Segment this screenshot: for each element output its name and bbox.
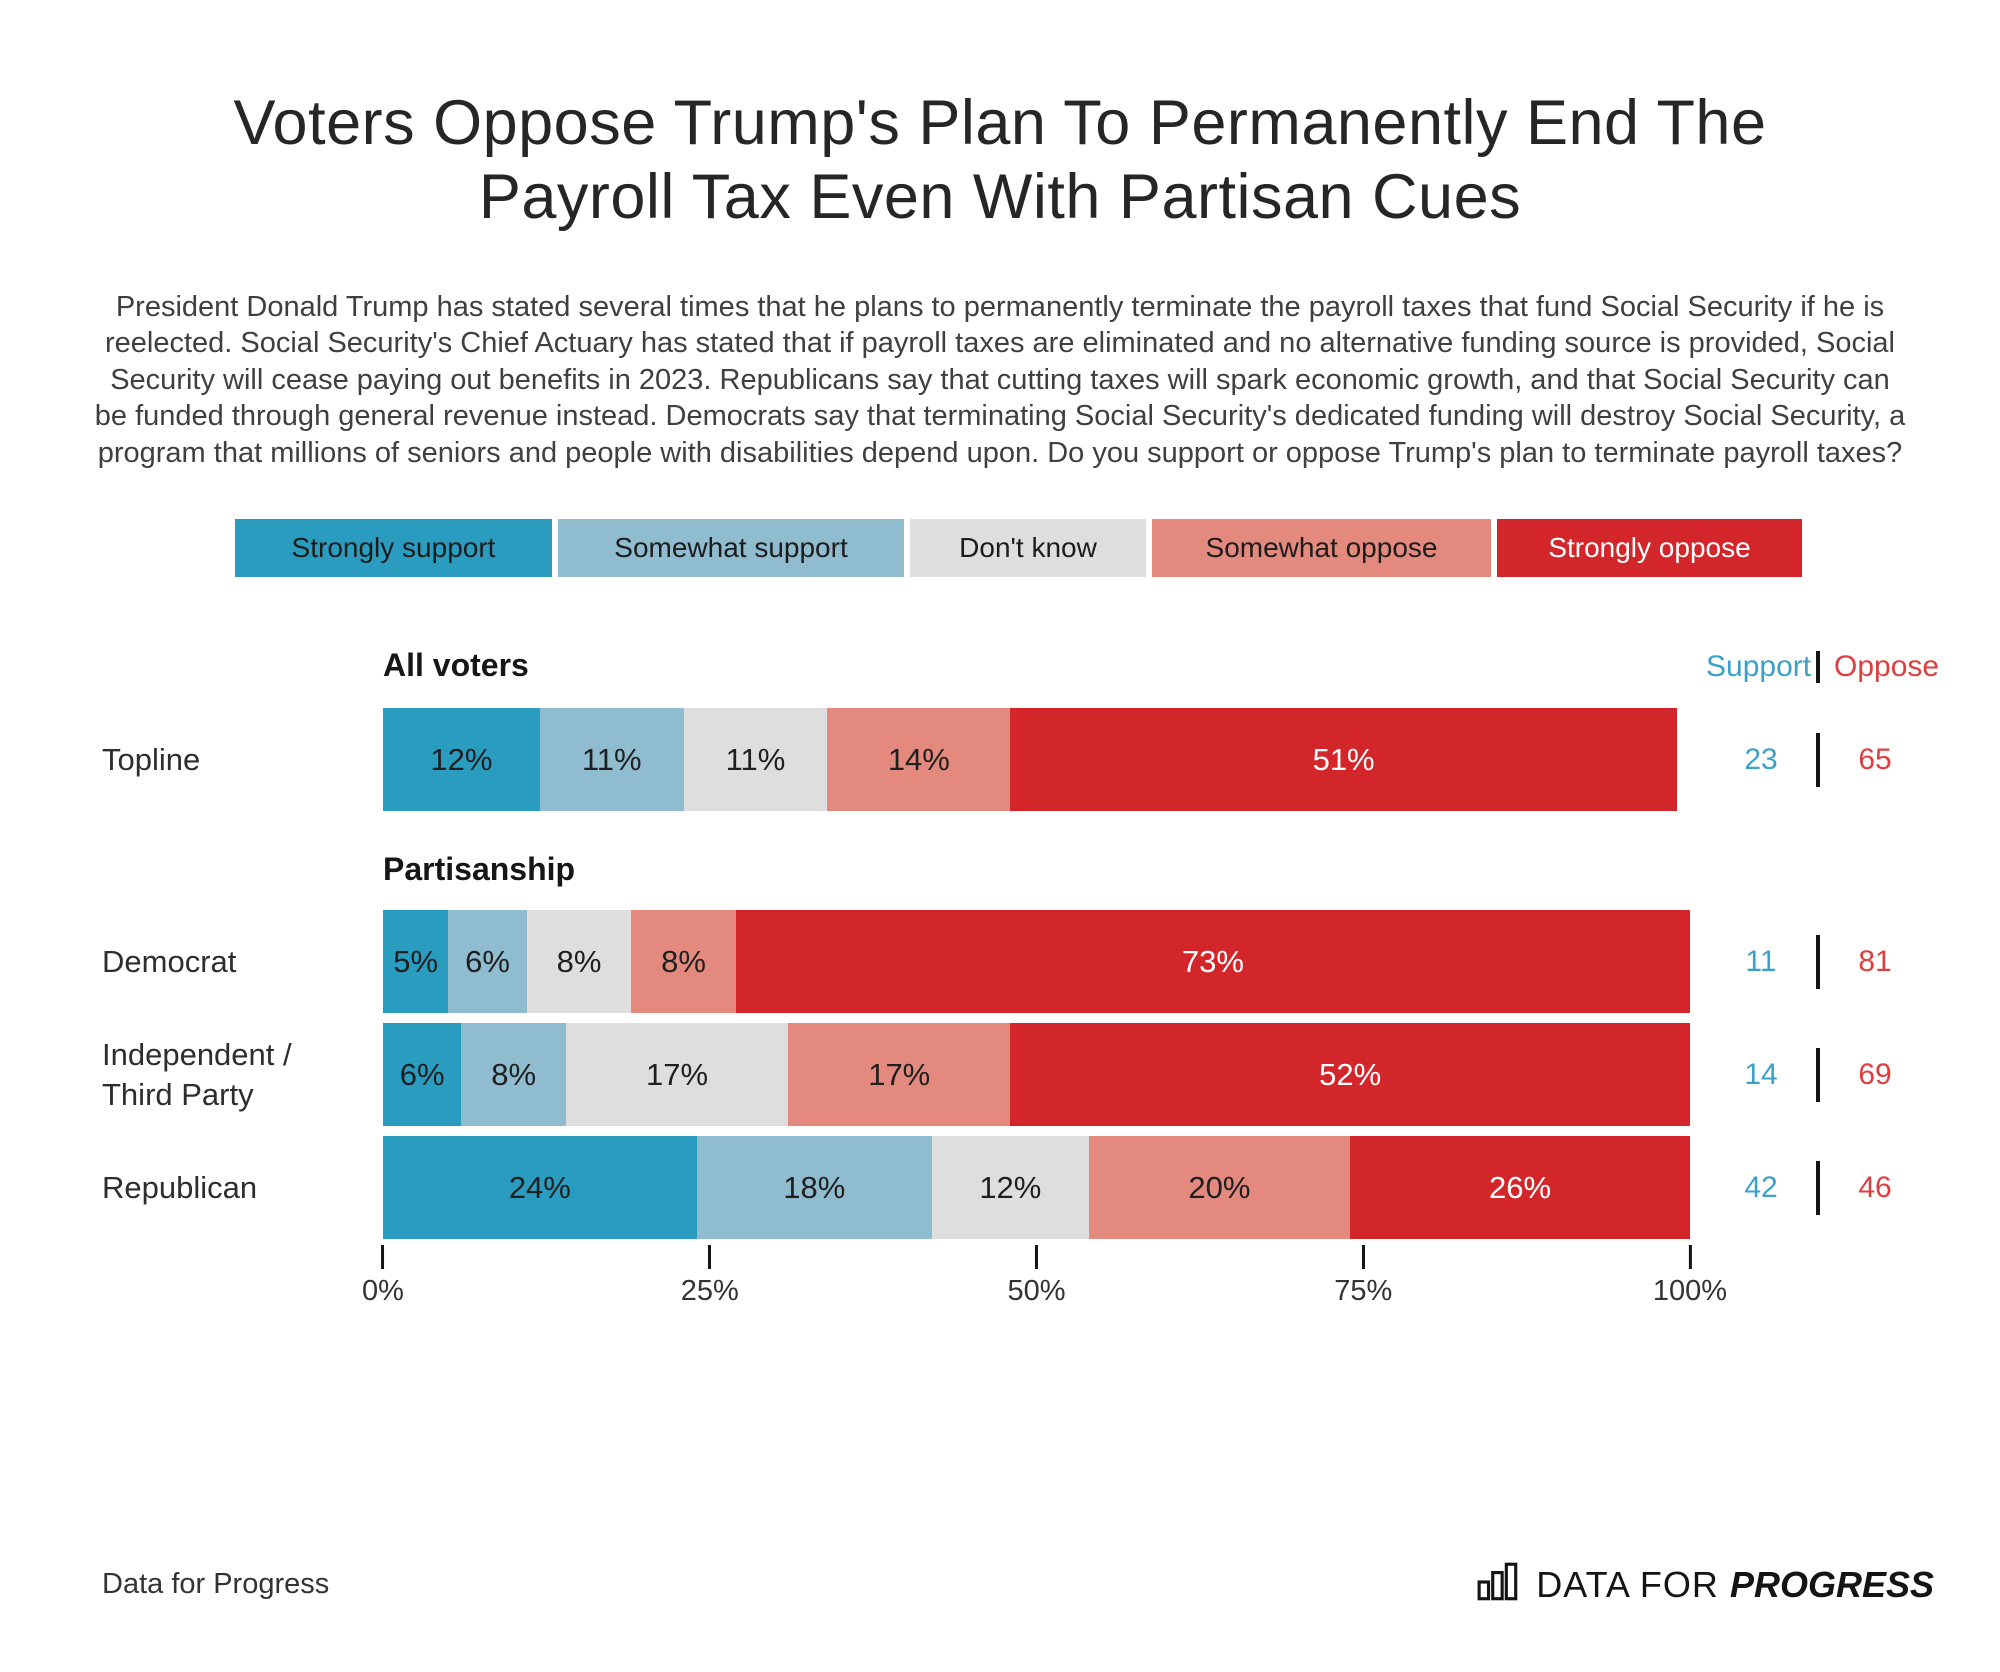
bar-segment-don-t-know: 11%	[683, 708, 828, 812]
chart-title: Voters Oppose Trump's Plan To Permanentl…	[233, 88, 1767, 233]
bar-segment-strongly-oppose: 26%	[1350, 1136, 1690, 1240]
row-label-democrat: Democrat	[102, 943, 237, 979]
stacked-bar-democrat: 5% 6% 8% 8% 73%	[383, 910, 1690, 1014]
bar-segment-strongly-oppose: 73%	[735, 910, 1690, 1014]
support-total: 42	[1744, 1170, 1778, 1204]
data-for-progress-logo: DATA FOR PROGRESS	[1476, 1559, 1934, 1610]
support-total: 23	[1744, 742, 1778, 776]
support-total: 14	[1744, 1057, 1778, 1091]
tick-label: 25%	[680, 1275, 739, 1308]
tick-mark	[381, 1245, 385, 1270]
support-total: 11	[1745, 944, 1777, 978]
chart-row-democrat: Democrat 5% 6% 8% 8% 73% 11 81	[102, 910, 2000, 1014]
stacked-bar-independent: 6% 8% 17% 17% 52%	[383, 1023, 1690, 1127]
bar-segment-somewhat-support: 8%	[461, 1023, 566, 1127]
legend-item: Somewhat support	[558, 519, 904, 578]
axis-tick-50: 50%	[1007, 1245, 1066, 1308]
bar-segment-somewhat-support: 18%	[696, 1136, 932, 1240]
all-voters-header-row: All voters Support Oppose	[102, 647, 2000, 684]
header-divider	[1816, 651, 1820, 684]
bar-segment-strongly-support: 6%	[383, 1023, 462, 1127]
stats-divider	[1816, 934, 1820, 989]
bar-segment-somewhat-oppose: 8%	[631, 910, 736, 1014]
axis-tick-0: 0%	[362, 1245, 404, 1308]
logo-text: DATA FOR PROGRESS	[1536, 1564, 1934, 1606]
stats-republican: 42 46	[1706, 1160, 1930, 1215]
chart-area: All voters Support Oppose Topline 12% 11%…	[102, 647, 2000, 1313]
footer: Data for Progress DATA FOR PROGRESS	[102, 1559, 1934, 1610]
tick-mark	[1034, 1245, 1038, 1270]
bar-segment-strongly-support: 5%	[383, 910, 449, 1014]
chart-row-independent: Independent / Third Party 6% 8% 17% 17% 52% …	[102, 1023, 2000, 1127]
spacer	[102, 1245, 383, 1313]
bar-segment-strongly-support: 24%	[383, 1136, 697, 1240]
tick-label: 0%	[362, 1275, 404, 1308]
stats-topline: 23 65	[1706, 732, 1930, 787]
x-axis: 0% 25% 50% 75% 100%	[102, 1245, 2000, 1313]
legend-item: Don't know	[910, 519, 1146, 578]
tick-mark	[1688, 1245, 1692, 1270]
section-header-partisanship: Partisanship	[383, 851, 576, 888]
stats-divider	[1816, 1160, 1820, 1215]
oppose-total: 69	[1858, 1057, 1892, 1091]
bar-segment-don-t-know: 12%	[931, 1136, 1089, 1240]
bar-segment-strongly-support: 12%	[383, 708, 540, 812]
axis-tick-75: 75%	[1334, 1245, 1392, 1308]
row-label-independent: Independent / Third Party	[102, 1036, 292, 1112]
stacked-bar-topline: 12% 11% 11% 14% 51%	[383, 708, 1690, 812]
stats-divider	[1816, 1047, 1820, 1102]
bar-chart-icon	[1476, 1559, 1522, 1610]
stacked-bar-republican: 24% 18% 12% 20% 26%	[383, 1136, 1690, 1240]
x-axis-ticks: 0% 25% 50% 75% 100%	[362, 1245, 1727, 1313]
legend-item: Strongly oppose	[1497, 519, 1802, 578]
bar-segment-somewhat-oppose: 20%	[1088, 1136, 1351, 1240]
stats-democrat: 11 81	[1706, 934, 1930, 989]
oppose-total: 65	[1858, 742, 1892, 776]
legend: Strongly support Somewhat support Don't kn…	[235, 519, 2000, 578]
oppose-column-header: Oppose	[1834, 650, 1940, 684]
section-header-all-voters: All voters	[383, 647, 529, 684]
bar-segment-somewhat-support: 11%	[539, 708, 684, 812]
stats-independent: 14 69	[1706, 1047, 1930, 1102]
support-column-header: Support	[1706, 650, 1812, 684]
bar-segment-somewhat-support: 6%	[448, 910, 527, 1014]
tick-label: 100%	[1652, 1275, 1728, 1308]
bar-segment-somewhat-oppose: 17%	[788, 1023, 1011, 1127]
oppose-total: 81	[1858, 944, 1892, 978]
axis-tick-25: 25%	[681, 1245, 739, 1308]
tick-label: 50%	[1007, 1275, 1066, 1308]
legend-item: Strongly support	[235, 519, 552, 578]
axis-tick-100: 100%	[1653, 1245, 1727, 1308]
bar-segment-don-t-know: 17%	[565, 1023, 789, 1127]
bar-segment-somewhat-oppose: 14%	[827, 708, 1011, 812]
legend-item: Somewhat oppose	[1152, 519, 1491, 578]
tick-mark	[708, 1245, 712, 1270]
chart-row-republican: Republican 24% 18% 12% 20% 26% 42 46	[102, 1136, 2000, 1240]
stats-divider	[1816, 732, 1820, 787]
support-oppose-header: Support Oppose	[1706, 650, 1940, 684]
partisanship-header-row: Partisanship	[102, 851, 2000, 888]
tick-label: 75%	[1334, 1275, 1393, 1308]
tick-mark	[1361, 1245, 1365, 1270]
bar-segment-strongly-oppose: 52%	[1010, 1023, 1690, 1127]
logo-prefix: DATA FOR	[1536, 1563, 1719, 1605]
oppose-total: 46	[1858, 1170, 1892, 1204]
bar-segment-don-t-know: 8%	[526, 910, 632, 1014]
bar-segment-strongly-oppose: 51%	[1010, 708, 1677, 812]
source-credit: Data for Progress	[102, 1568, 330, 1600]
row-label-republican: Republican	[102, 1169, 258, 1205]
chart-row-topline: Topline 12% 11% 11% 14% 51% 23 65	[102, 708, 2000, 812]
chart-subtitle: President Donald Trump has stated severa…	[94, 290, 1906, 469]
row-label-topline: Topline	[102, 741, 201, 777]
logo-suffix: PROGRESS	[1729, 1563, 1934, 1605]
